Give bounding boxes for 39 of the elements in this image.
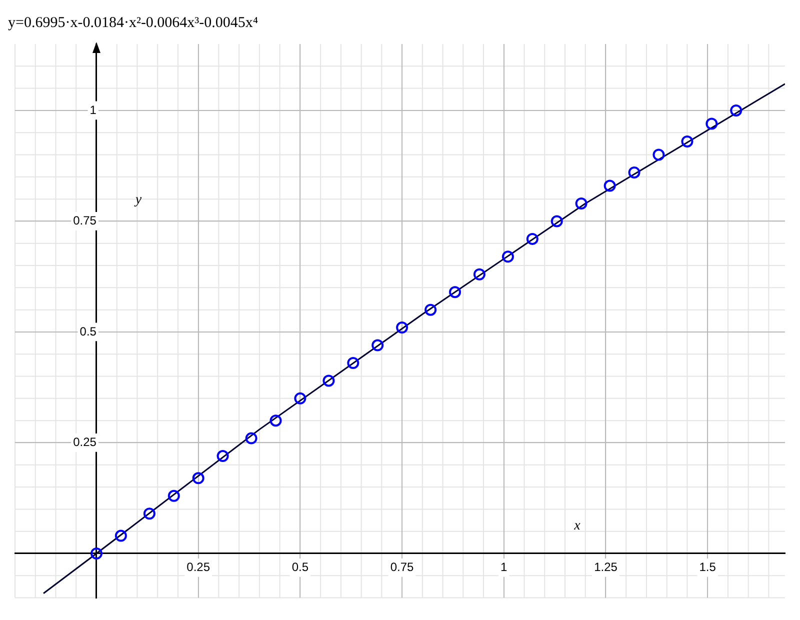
point bbox=[628, 166, 640, 178]
point bbox=[502, 250, 514, 263]
point bbox=[424, 304, 437, 316]
y-tick-label: 1 bbox=[90, 102, 97, 117]
point bbox=[681, 135, 694, 148]
chart-title: y=0.6995·x-0.0184·x²-0.0064x³-0.0045x⁴ bbox=[8, 14, 258, 31]
x-tick-label: 0.25 bbox=[186, 560, 210, 574]
y-tick-label: 0.75 bbox=[73, 214, 97, 228]
point bbox=[168, 490, 180, 502]
point bbox=[192, 472, 204, 484]
point bbox=[706, 118, 718, 130]
point bbox=[347, 356, 360, 369]
point bbox=[90, 547, 102, 560]
x-tick-label: 1.5 bbox=[699, 560, 716, 574]
y-tick-label: 0.5 bbox=[80, 324, 97, 338]
x-tick-label: 0.75 bbox=[390, 560, 414, 574]
y-axis-title: y bbox=[133, 192, 142, 208]
y-tick-label: 0.25 bbox=[73, 435, 97, 450]
point bbox=[396, 322, 408, 334]
point bbox=[652, 148, 665, 161]
point bbox=[604, 180, 616, 192]
point bbox=[143, 508, 156, 520]
point bbox=[473, 268, 486, 280]
point bbox=[526, 232, 538, 245]
x-axis-title: x bbox=[573, 518, 582, 534]
point bbox=[245, 432, 258, 444]
point bbox=[372, 339, 384, 352]
point bbox=[294, 392, 306, 404]
x-tick-label: 1 bbox=[500, 560, 508, 574]
point bbox=[216, 450, 229, 462]
point bbox=[550, 215, 563, 228]
point bbox=[575, 197, 588, 210]
point bbox=[270, 414, 282, 427]
x-tick-label: 0.5 bbox=[292, 560, 309, 574]
point bbox=[449, 286, 461, 298]
point bbox=[114, 530, 127, 542]
x-tick-label: 1.25 bbox=[594, 560, 618, 574]
point bbox=[730, 104, 742, 116]
point bbox=[322, 374, 335, 387]
